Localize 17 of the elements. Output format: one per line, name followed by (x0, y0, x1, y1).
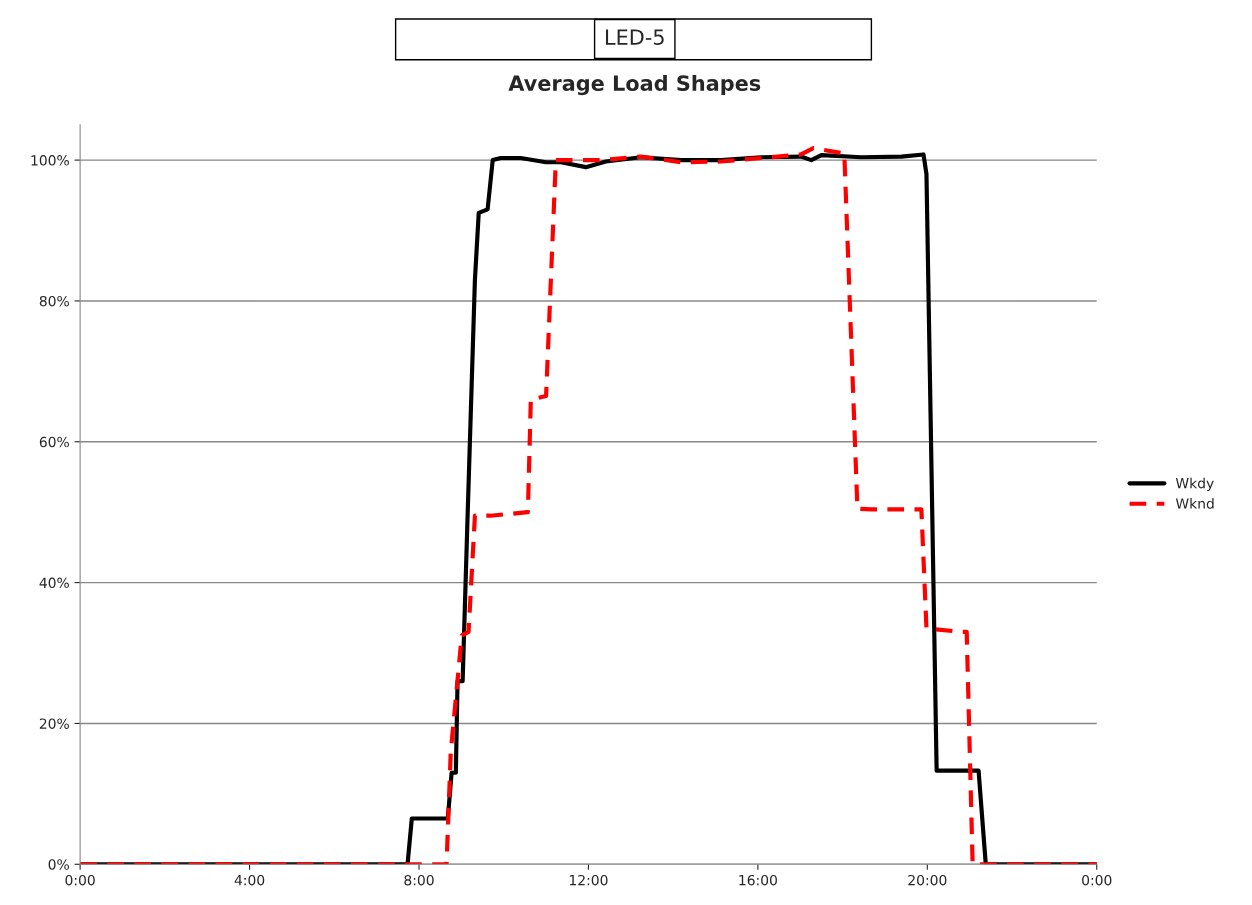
y-tick-label: 60% (39, 436, 69, 448)
x-tick-label: 20:00 (908, 874, 947, 886)
chart-title: LED-5 (606, 29, 664, 45)
chart-subtitle: Average Load Shapes (508, 74, 761, 96)
y-tick-label: 80% (39, 295, 69, 307)
y-tick-label: 20% (39, 718, 69, 729)
x-tick-label: 0:00 (65, 874, 95, 886)
x-tick-label: 12:00 (569, 874, 608, 886)
x-tick-label: 8:00 (404, 874, 434, 886)
legend-label: Wknd (1175, 498, 1214, 509)
x-tick-label: 16:00 (739, 874, 777, 886)
y-tick-label: 40% (39, 577, 69, 589)
x-tick-label: 4:00 (234, 874, 265, 886)
y-tick-label: 0% (48, 859, 69, 870)
x-tick-label: 0:00 (1082, 874, 1112, 886)
legend-label: Wkdy (1175, 477, 1214, 492)
y-tick-label: 100% (31, 155, 69, 166)
